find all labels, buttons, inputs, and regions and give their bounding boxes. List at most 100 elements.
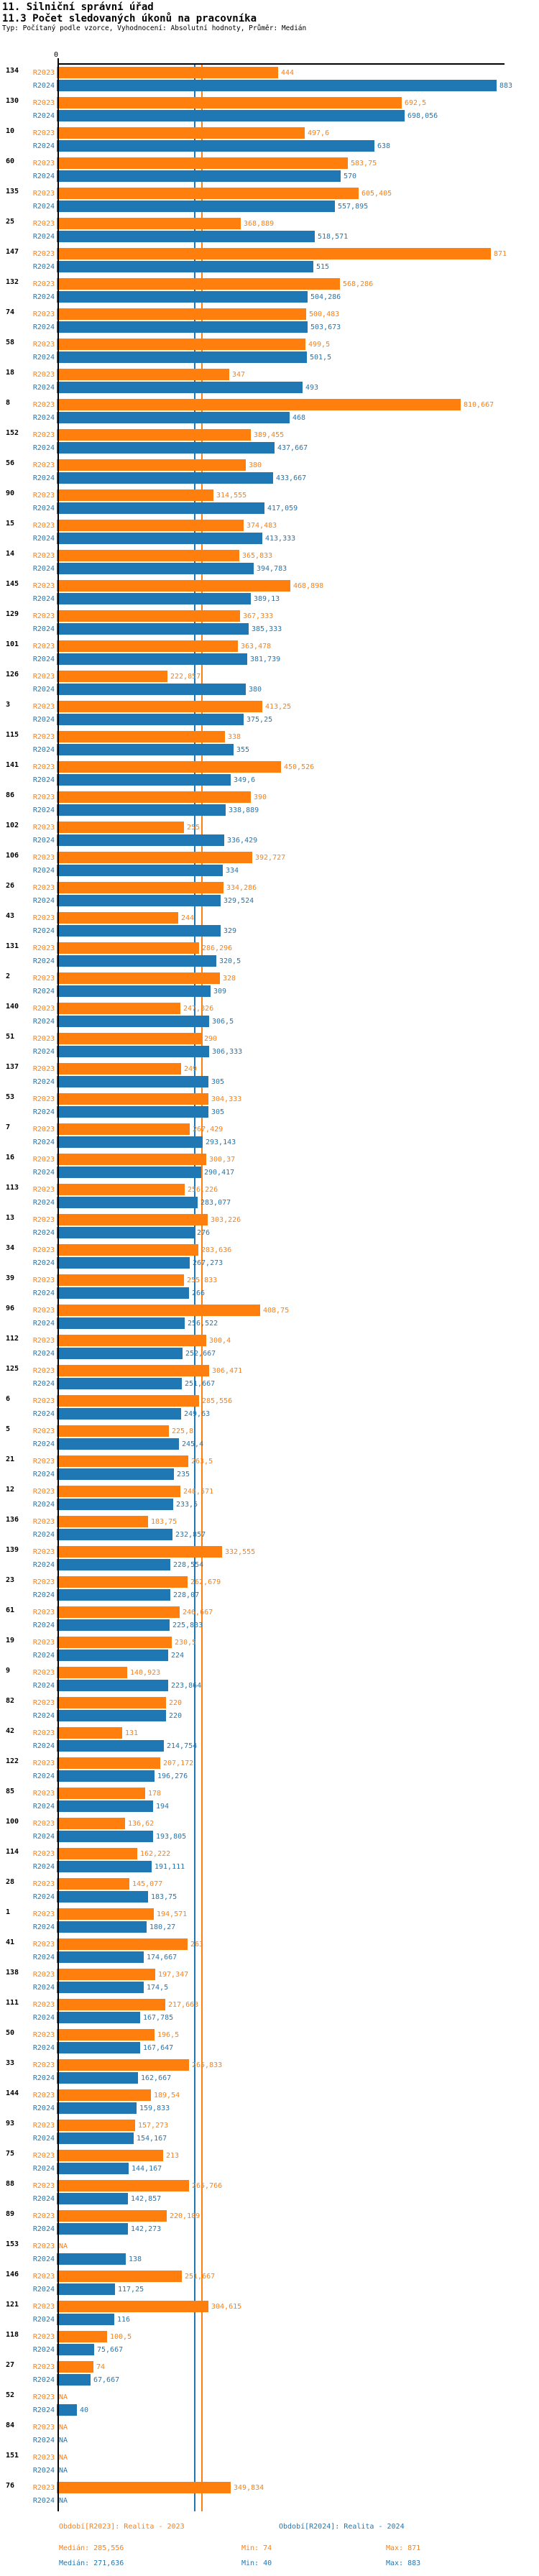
series-label-r2023: R2023 [32, 1095, 55, 1103]
row-line-r2024: R2024 305 [0, 1106, 539, 1118]
row-id-label: 28 [6, 1878, 15, 1886]
series-label-r2023: R2023 [32, 400, 55, 409]
row-line-r2023: R2023 131 [0, 1727, 539, 1739]
value-label-r2024: 174,667 [147, 1953, 178, 1961]
series-label-r2024: R2024 [32, 504, 55, 512]
chart-row: 43 R2023 244 R2024 329 [0, 910, 539, 940]
row-line-r2023: R2023 304,615 [0, 2301, 539, 2312]
value-label-r2024: NA [59, 2496, 68, 2505]
series-label-r2024: R2024 [32, 1168, 55, 1177]
value-label-r2024: 385,333 [252, 625, 282, 633]
chart-row: 139 R2023 332,555 R2024 228,554 [0, 1544, 539, 1574]
series-label-r2024: R2024 [32, 232, 55, 241]
series-label-r2023: R2023 [32, 2212, 55, 2220]
bar-r2024 [57, 593, 251, 604]
value-label-r2024: 380 [249, 685, 262, 694]
series-label-r2023: R2023 [32, 2363, 55, 2371]
x-axis-zero-label: 0 [54, 51, 59, 59]
row-line-r2024: R2024 518,571 [0, 231, 539, 242]
chart-row: 15 R2023 374,483 R2024 413,333 [0, 518, 539, 548]
bar-r2023 [57, 731, 225, 742]
series-label-r2023: R2023 [32, 1397, 55, 1405]
row-line-r2023: R2023 197,347 [0, 1969, 539, 1980]
x-axis-line [57, 63, 505, 65]
bar-r2024 [57, 261, 313, 272]
series-label-r2023: R2023 [32, 732, 55, 741]
bar-r2023 [57, 1154, 206, 1165]
row-id-label: 122 [6, 1757, 19, 1765]
series-label-r2023: R2023 [32, 914, 55, 922]
value-label-r2024: 293,143 [206, 1138, 236, 1146]
value-label-r2024: 375,25 [247, 715, 273, 724]
row-id-label: 141 [6, 761, 19, 769]
bar-r2023 [57, 610, 240, 622]
row-id-label: 12 [6, 1486, 15, 1494]
bar-r2023 [57, 1637, 172, 1648]
series-label-r2023: R2023 [32, 2242, 55, 2250]
value-label-r2024: 290,417 [204, 1168, 235, 1177]
series-label-r2023: R2023 [32, 1668, 55, 1677]
bar-r2024 [57, 1921, 147, 1933]
series-label-r2023: R2023 [32, 1819, 55, 1828]
value-label-r2024: 162,667 [141, 2074, 172, 2082]
row-id-label: 15 [6, 520, 15, 528]
chart-row: 134 R2023 444 R2024 883 [0, 65, 539, 95]
chart-row: 101 R2023 363,478 R2024 381,739 [0, 638, 539, 668]
median-line-r2024 [194, 65, 196, 2511]
series-label-r2023: R2023 [32, 1064, 55, 1073]
row-line-r2023: R2023 255 [0, 822, 539, 833]
series-label-r2024: R2024 [32, 1138, 55, 1146]
bar-r2024 [57, 1650, 168, 1661]
chart-row: 125 R2023 306,471 R2024 251,667 [0, 1363, 539, 1393]
row-line-r2024: R2024 336,429 [0, 834, 539, 846]
series-label-r2023: R2023 [32, 159, 55, 167]
chart-row: 7 R2023 267,429 R2024 293,143 [0, 1121, 539, 1151]
chart-row: 28 R2023 145,077 R2024 183,75 [0, 1876, 539, 1906]
value-label-r2024: 557,895 [338, 202, 369, 211]
series-label-r2024: R2024 [32, 715, 55, 724]
series-label-r2023: R2023 [32, 1155, 55, 1164]
bar-r2024 [57, 2133, 134, 2144]
row-line-r2023: R2023 213 [0, 2150, 539, 2161]
value-label-r2024: 276 [197, 1228, 211, 1237]
row-line-r2024: R2024 67,667 [0, 2374, 539, 2386]
chart-row: 114 R2023 162,222 R2024 191,111 [0, 1846, 539, 1876]
value-label-r2023: 194,571 [157, 1910, 188, 1918]
row-id-label: 112 [6, 1335, 19, 1343]
row-line-r2023: R2023 100,5 [0, 2331, 539, 2342]
row-line-r2023: R2023 196,5 [0, 2029, 539, 2041]
chart-row: 53 R2023 304,333 R2024 305 [0, 1091, 539, 1121]
row-id-label: 144 [6, 2089, 19, 2097]
series-label-r2024: R2024 [32, 1530, 55, 1539]
row-line-r2024: R2024 389,13 [0, 593, 539, 604]
row-line-r2023: R2023 162,222 [0, 1848, 539, 1859]
value-label-r2023: 136,62 [128, 1819, 155, 1828]
bar-r2023 [57, 97, 402, 109]
value-label-r2023: 390 [254, 793, 267, 801]
bar-r2024 [57, 563, 254, 574]
value-label-r2023: 248,571 [183, 1487, 214, 1496]
row-line-r2023: R2023 145,077 [0, 1878, 539, 1890]
bar-r2024 [57, 714, 244, 725]
value-label-r2023: 157,273 [138, 2121, 169, 2130]
row-line-r2023: R2023 363,478 [0, 640, 539, 652]
chart-row: 113 R2023 256,226 R2024 283,077 [0, 1182, 539, 1212]
bar-r2023 [57, 1305, 260, 1316]
row-line-r2024: R2024 223,864 [0, 1680, 539, 1691]
row-line-r2023: R2023 248,571 [0, 1486, 539, 1497]
value-label-r2023: 450,526 [284, 763, 315, 771]
value-label-r2024: 355 [236, 745, 250, 754]
row-line-r2023: R2023 285,556 [0, 1395, 539, 1407]
series-label-r2024: R2024 [32, 1349, 55, 1358]
row-line-r2024: R2024 293,143 [0, 1136, 539, 1148]
bar-r2023 [57, 127, 305, 139]
row-id-label: 41 [6, 1938, 15, 1946]
bar-r2024 [57, 955, 216, 967]
series-label-r2023: R2023 [32, 2121, 55, 2130]
row-line-r2024: R2024 251,667 [0, 1378, 539, 1389]
series-label-r2023: R2023 [32, 189, 55, 198]
row-line-r2023: R2023 368,889 [0, 218, 539, 229]
value-label-r2024: 433,667 [276, 474, 307, 482]
value-label-r2024: 266 [192, 1289, 206, 1297]
chart-row: 5 R2023 225,8 R2024 245,4 [0, 1423, 539, 1453]
